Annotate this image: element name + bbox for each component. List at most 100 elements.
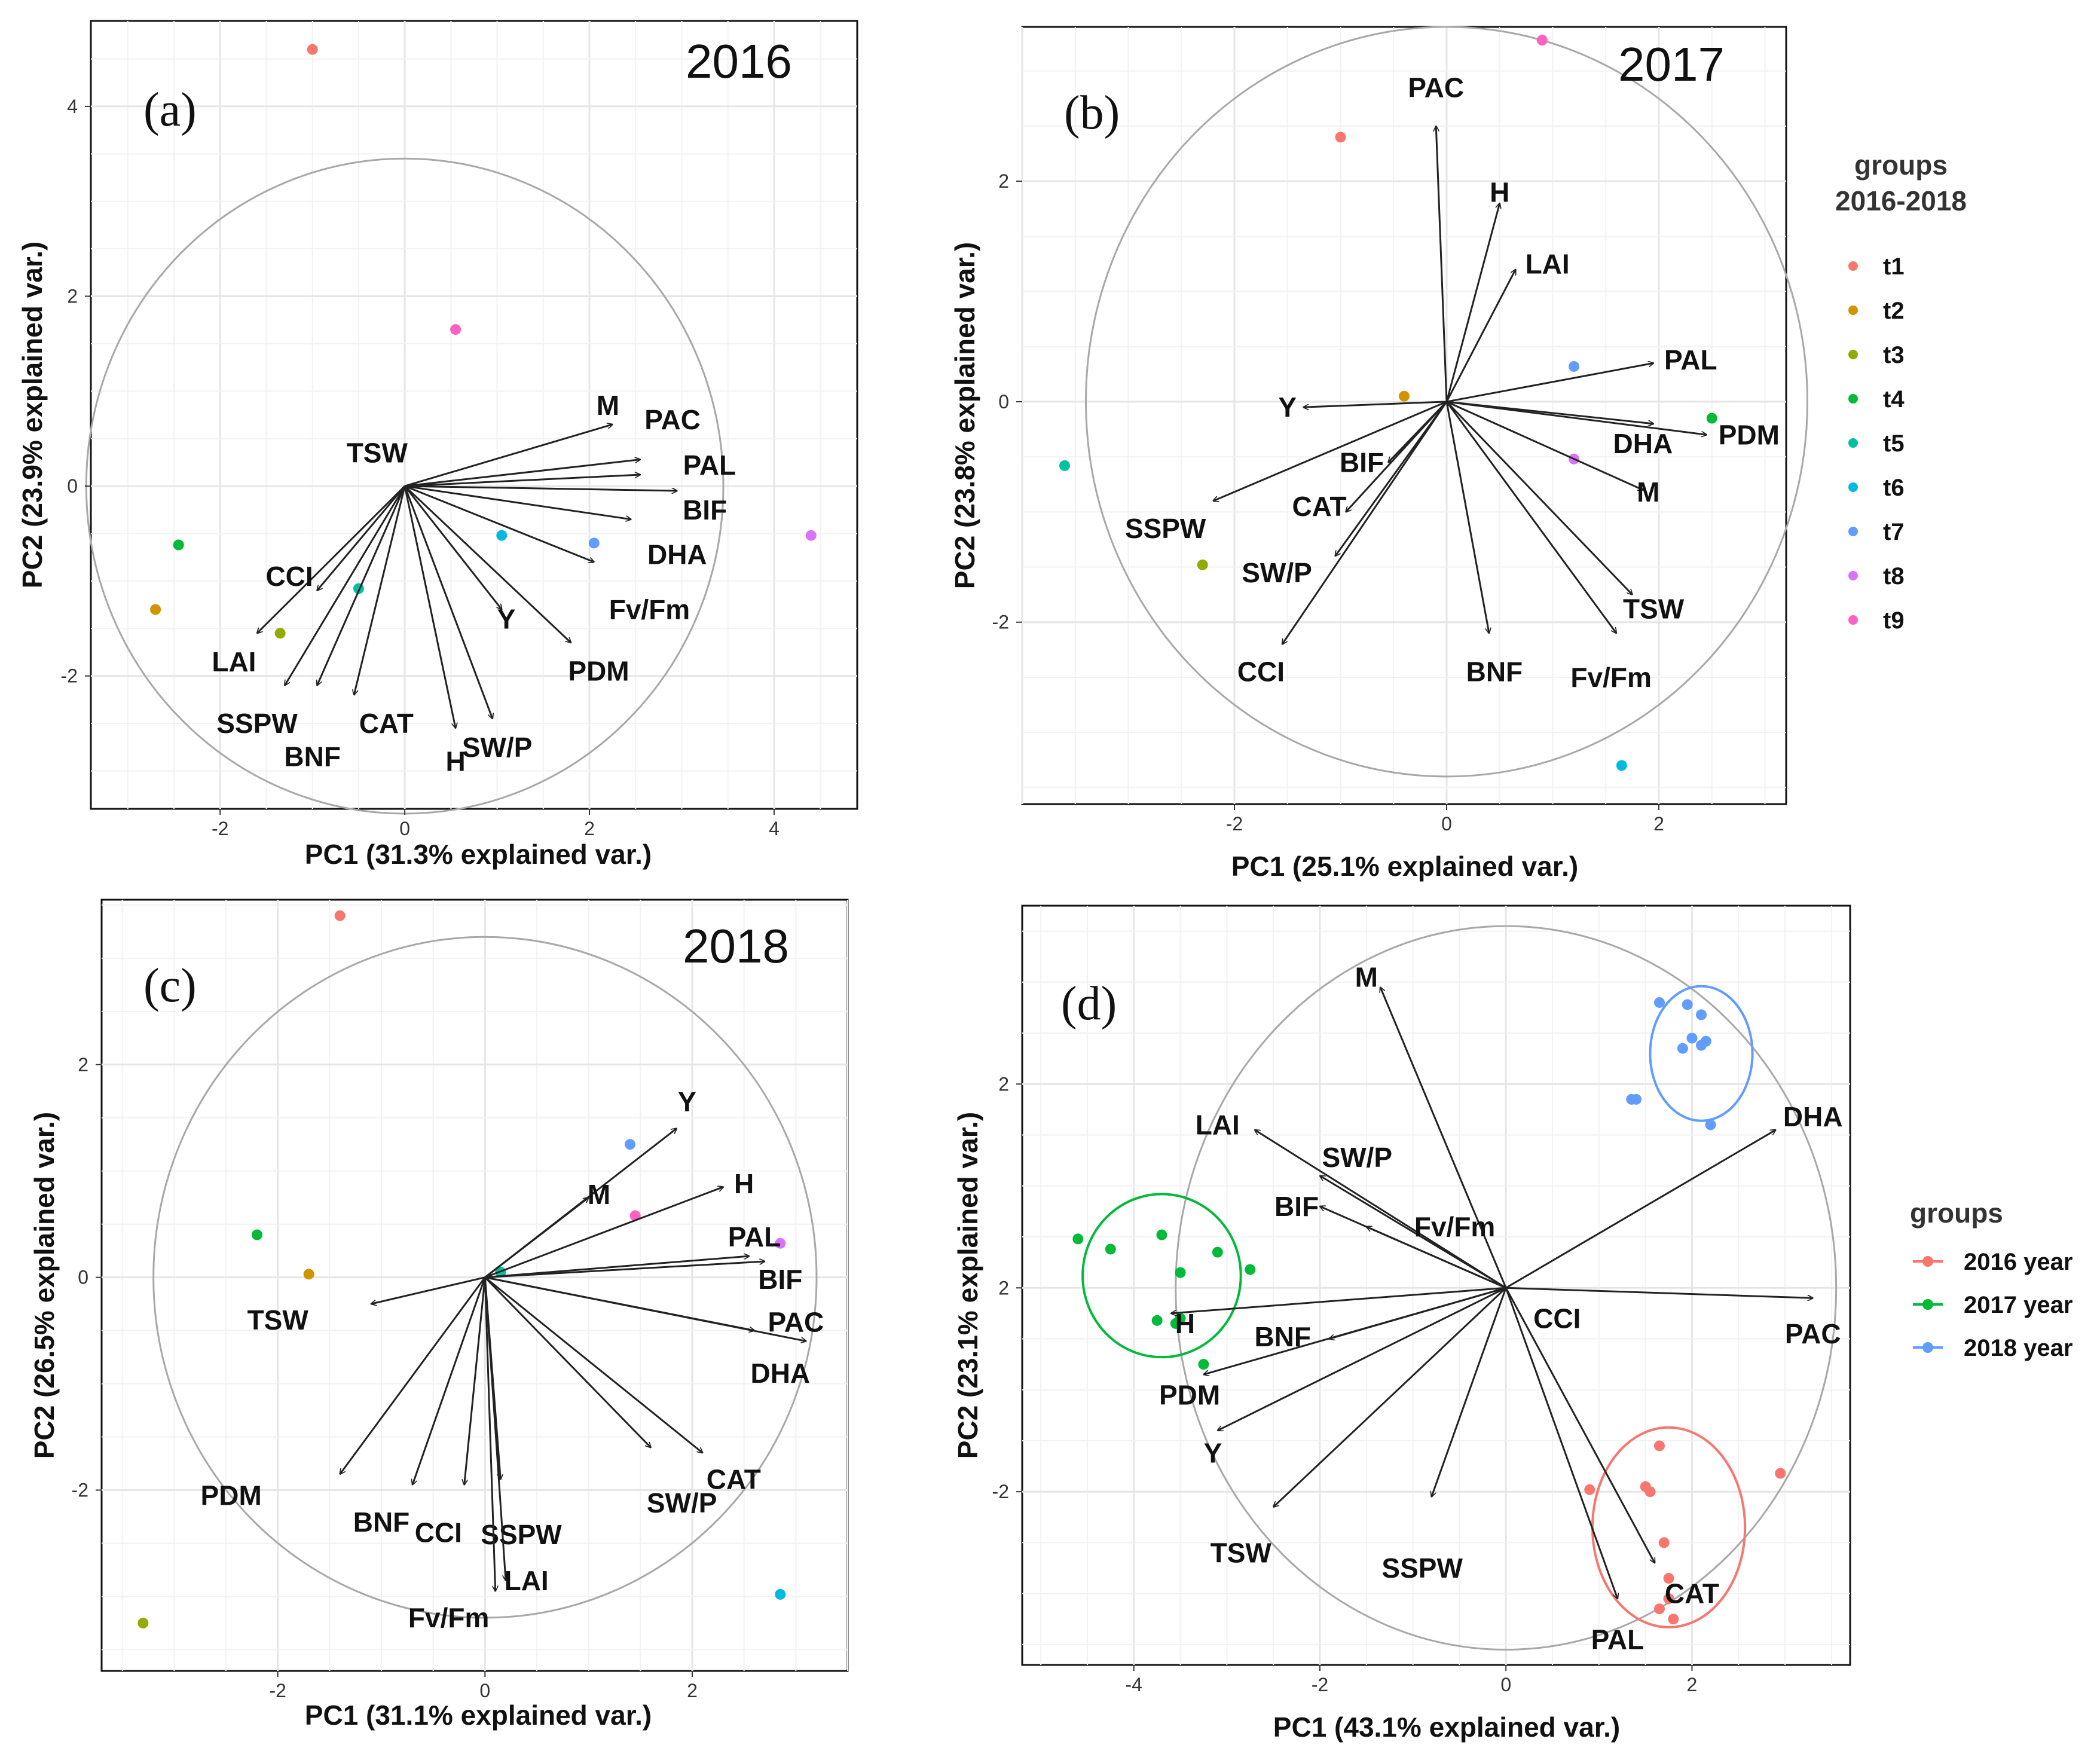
- x-tick-label: 0: [479, 1680, 490, 1701]
- vector-label: BNF: [353, 1507, 410, 1538]
- data-point-t7: [588, 537, 600, 549]
- data-point-2018-year: [1700, 1035, 1711, 1047]
- correlation-circle: [1085, 26, 1808, 778]
- loading-vector: [1320, 1176, 1506, 1289]
- data-point-t7: [1569, 360, 1579, 372]
- vector-label: BNF: [1466, 656, 1523, 687]
- loading-vector: [484, 1276, 650, 1448]
- data-point-t4: [252, 1229, 262, 1240]
- panel-label: (c): [143, 960, 197, 1012]
- plot-frame: [90, 20, 858, 810]
- vector-label: DHA: [1783, 1101, 1843, 1132]
- legend-treatments: groups 2016-2018 t1 t2 t3 t4 t5 t6 t7 t8 t9: [1835, 149, 1967, 634]
- data-point-t2: [1399, 390, 1410, 402]
- loading-vector: [1446, 401, 1653, 424]
- legend-item-label: t3: [1883, 342, 1905, 368]
- vector-label: H: [1175, 1308, 1195, 1339]
- data-point-t9: [450, 324, 461, 335]
- loading-vector: [1171, 1287, 1506, 1313]
- loading-vector: [1335, 401, 1448, 556]
- y-axis-label: PC2 (23.1% explained var.): [952, 1112, 983, 1459]
- loading-vector: [404, 485, 631, 520]
- data-point-2018-year: [1677, 1043, 1688, 1054]
- loading-vector: [317, 485, 406, 685]
- data-point-t9: [1536, 35, 1548, 46]
- legend-swatch: [1848, 305, 1858, 315]
- vector-label: Y: [678, 1086, 696, 1117]
- vector-label: TSW: [347, 438, 408, 469]
- vector-label: BNF: [284, 741, 341, 772]
- data-point-2018-year: [1686, 1032, 1698, 1044]
- loading-vector: [1218, 1287, 1506, 1432]
- vector-label: BNF: [1254, 1321, 1311, 1352]
- loading-vector: [317, 485, 406, 591]
- legend-title-line2: 2016-2018: [1835, 185, 1967, 216]
- vector-label: CAT: [359, 708, 414, 739]
- vector-label: M: [597, 390, 619, 421]
- y-tick-label: 2: [998, 1073, 1009, 1095]
- legend-title-line1: groups: [1854, 149, 1948, 181]
- legend-item-label: t5: [1883, 430, 1905, 457]
- vector-label: CCI: [265, 561, 313, 592]
- data-point-2018-year: [1653, 997, 1665, 1008]
- legend-item-label: 2017 year: [1964, 1292, 2073, 1318]
- vector-label: CAT: [707, 1464, 761, 1495]
- legend-swatch: [1848, 571, 1858, 580]
- loading-vector: [404, 460, 640, 487]
- loading-vector: [1432, 1287, 1507, 1496]
- data-point-t6: [496, 530, 508, 541]
- data-point-2018-year: [1631, 1093, 1642, 1105]
- vector-label: SSPW: [1381, 1553, 1463, 1584]
- legend-years: groups 2016 year 2017 year 2018 year: [1910, 1197, 2073, 1361]
- legend-item-label: t2: [1883, 298, 1905, 324]
- x-axis-label: PC1 (31.1% explained var.): [305, 1700, 652, 1731]
- vector-label: Fv/Fm: [408, 1602, 489, 1633]
- vector-label: PAL: [1591, 1624, 1644, 1655]
- vector-label: H: [445, 746, 465, 777]
- x-tick-label: 0: [1500, 1674, 1511, 1695]
- panel-label: (d): [1061, 977, 1117, 1030]
- loading-vector: [404, 424, 613, 487]
- vector-label: Fv/Fm: [1414, 1211, 1495, 1242]
- legend-swatch: [1848, 394, 1858, 404]
- vector-label: LAI: [505, 1565, 549, 1596]
- loading-vector: [484, 1276, 702, 1453]
- legend-years-title: groups: [1910, 1197, 2003, 1229]
- vector-label: PAL: [728, 1221, 781, 1252]
- biplot-panel-1: -2 0 2 4 -2 0 2 4 PC1 (31.3% explained var.) PC2 …: [17, 20, 858, 870]
- vector-label: PDM: [201, 1480, 262, 1511]
- vector-label: PAL: [1664, 344, 1717, 375]
- data-point-2017-year: [1175, 1313, 1186, 1324]
- legend-swatch: [1848, 615, 1858, 625]
- vector-label: PAC: [644, 404, 701, 435]
- data-point-t1: [334, 910, 346, 921]
- loading-vector: [1445, 270, 1517, 402]
- legend-swatch: [1922, 1342, 1933, 1353]
- loading-vector: [1203, 1287, 1506, 1374]
- vector-label: SW/P: [462, 732, 533, 763]
- data-point-2016-year: [1775, 1468, 1786, 1479]
- vector-label: SSPW: [216, 708, 298, 739]
- vector-label: PDM: [1159, 1379, 1220, 1410]
- vector-label: CAT: [1292, 491, 1346, 522]
- biplot-panel-2: -2 0 2 -2 0 2 PC1 (25.1% explained var.) PC2 (2…: [949, 26, 1808, 882]
- loading-vector: [1388, 401, 1448, 462]
- data-point-2016-year: [1653, 1440, 1665, 1452]
- vector-label: DHA: [750, 1358, 810, 1389]
- x-axis-label: PC1 (25.1% explained var.): [1231, 851, 1578, 882]
- vector-label: DHA: [647, 539, 707, 570]
- loading-vector: [484, 1277, 506, 1581]
- loading-vector: [1505, 1287, 1656, 1563]
- vector-label: PAC: [1785, 1318, 1841, 1349]
- data-point-2016-year: [1663, 1573, 1674, 1584]
- correlation-circle: [152, 936, 818, 1619]
- loading-vector: [1367, 1227, 1506, 1289]
- data-point-t3: [1197, 559, 1208, 570]
- y-tick-label: 2: [78, 1054, 88, 1075]
- loading-vector: [1505, 1130, 1775, 1289]
- data-point-2018-year: [1696, 1009, 1707, 1020]
- data-point-2016-year: [1668, 1614, 1679, 1625]
- x-tick-label: -2: [269, 1680, 286, 1701]
- loading-vector: [1380, 987, 1507, 1288]
- y-axis-label: PC2 (23.9% explained var.): [17, 242, 48, 588]
